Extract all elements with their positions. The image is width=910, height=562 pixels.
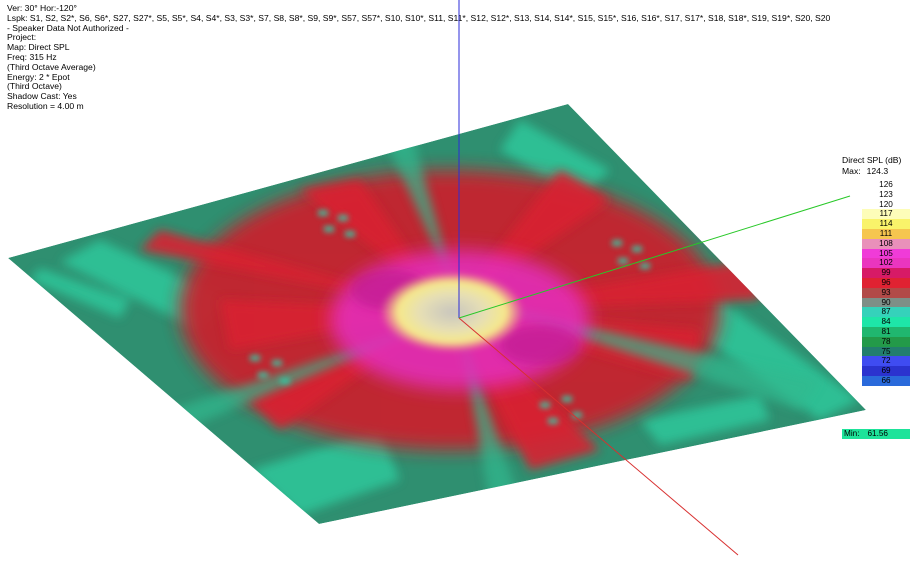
legend-step: 126 (862, 180, 910, 190)
legend-step: 78 (862, 336, 910, 347)
legend-step: 72 (862, 356, 910, 367)
legend-max-value: 124.3 (866, 166, 889, 176)
shadow-cast-text: Shadow Cast: Yes (7, 91, 77, 102)
legend-step: 111 (862, 228, 910, 239)
legend-step: 120 (862, 199, 910, 210)
legend-step: 102 (862, 258, 910, 269)
resolution-text: Resolution = 4.00 m (7, 100, 84, 111)
legend-step: 81 (862, 326, 910, 337)
legend-step: 114 (862, 219, 910, 229)
legend-min-value: 61.56 (867, 429, 888, 438)
legend-title: Direct SPL (dB) (842, 155, 902, 165)
legend-step: 66 (862, 375, 910, 386)
legend-step: 84 (862, 317, 910, 327)
legend-step: 90 (862, 297, 910, 308)
x-axis-line (458, 317, 739, 556)
legend-step: 123 (862, 189, 910, 200)
map-type-text: Map: Direct SPL (7, 42, 70, 53)
legend-step: 75 (862, 346, 910, 357)
legend-step: 93 (862, 287, 910, 298)
legend-max-label: Max: (842, 166, 861, 176)
authorization-warning-text: - Speaker Data Not Authorized - (7, 22, 129, 33)
legend-step: 108 (862, 238, 910, 249)
legend-min-label: Min: (844, 429, 860, 438)
frequency-text: Freq: 315 Hz (7, 51, 57, 62)
bandwidth-text: (Third Octave) (7, 81, 62, 92)
y-axis-line (458, 195, 851, 319)
legend-step: 117 (862, 209, 910, 220)
spl-heatmap-plane (8, 104, 866, 524)
spl-color-scale-legend: 126 123 120 117 114 111 108 105 102 99 96 93 90 87 84 8… (862, 180, 910, 386)
legend-step: 96 (862, 277, 910, 288)
view-angle-text: Ver: 30° Hor:-120° (7, 3, 77, 13)
project-text: Project: (7, 32, 37, 43)
map-info-panel: Ver: 30° Hor:-120° Lspk: S1, S2, S2*, S6… (7, 3, 831, 112)
energy-text: Energy: 2 * Epot (7, 71, 70, 82)
legend-step: 105 (862, 248, 910, 259)
loudspeaker-list-text: Lspk: S1, S2, S2*, S6, S6*, S27, S27*, S… (7, 12, 831, 23)
legend-step: 69 (862, 366, 910, 376)
averaging-text: (Third Octave Average) (7, 61, 96, 72)
legend-step: 99 (862, 268, 910, 278)
legend-max: Max: 124.3 (842, 166, 894, 176)
legend-step: 87 (862, 307, 910, 318)
legend-min: Min: 61.56 (842, 429, 910, 439)
